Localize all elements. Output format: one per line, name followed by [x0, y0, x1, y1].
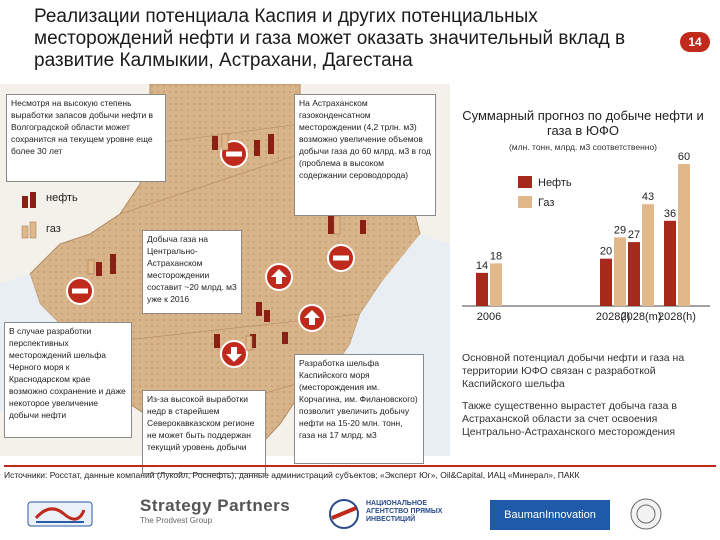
bar-gas	[490, 263, 502, 306]
data-label-oil: 20	[600, 246, 612, 258]
legend-oil: нефть	[46, 192, 78, 204]
key-point: Также существенно вырастет добыча газа в…	[462, 400, 677, 438]
category-label: 2028(h)	[658, 311, 696, 323]
category-label: 2028(m)	[621, 311, 662, 323]
note-caspian-shelf: Разработка шельфа Каспийского моря (мест…	[294, 354, 424, 464]
title-bar: Реализации потенциала Каспия и других по…	[0, 0, 720, 84]
growth-icon	[298, 304, 326, 332]
growth-icon	[265, 263, 293, 291]
data-label-gas: 29	[614, 224, 626, 236]
bar-gas	[678, 164, 690, 306]
nai-logo: НАЦИОНАЛЬНОЕ АГЕНТСТВО ПРЯМЫХ ИНВЕСТИЦИЙ	[366, 500, 443, 523]
data-label-gas: 18	[490, 250, 502, 262]
decrease-icon	[220, 340, 248, 368]
nai-emblem-icon	[329, 499, 359, 529]
data-label-oil: 14	[476, 260, 488, 272]
strategy-partners-sub: The Prodvest Group	[140, 516, 213, 525]
region-map: нефть газ Несмотря на высокую степень вы…	[0, 84, 450, 474]
legend-label-oil: Нефть	[538, 177, 572, 189]
seal-icon	[630, 498, 662, 530]
logo-strip: Strategy Partners The Prodvest Group НАЦ…	[0, 490, 720, 540]
gas-pictograms	[87, 133, 341, 351]
bar-gas	[614, 237, 626, 306]
note-volgograd: Несмотря на высокую степень выработки за…	[6, 94, 166, 182]
note-black-sea-shelf: В случае разработки перспективных местор…	[4, 322, 132, 438]
oil-gas-pictograms	[96, 134, 366, 348]
data-label-gas: 60	[678, 151, 690, 163]
map-icons	[21, 133, 366, 368]
category-label: 2028(l)	[596, 311, 630, 323]
production-forecast-chart: Суммарный прогноз по добыче нефти и газа…	[452, 100, 714, 332]
partner-logo-icon	[27, 501, 93, 527]
oil-legend-icon	[22, 192, 36, 208]
legend-swatch-oil	[518, 176, 532, 188]
gas-legend-icon	[21, 221, 37, 239]
legend-gas: газ	[46, 223, 61, 235]
data-label-oil: 36	[664, 208, 676, 220]
decline-icon	[66, 277, 94, 305]
data-label-oil: 27	[628, 229, 640, 241]
data-label-gas: 43	[642, 191, 654, 203]
strategy-partners-logo: Strategy Partners The Prodvest Group	[140, 496, 310, 532]
legend-swatch-gas	[518, 196, 532, 208]
key-point: Основной потенциал добычи нефти и газа н…	[462, 352, 685, 390]
bar-oil	[600, 258, 612, 306]
bar-oil	[476, 272, 488, 306]
bauman-logo: BaumanInnovation	[490, 500, 610, 530]
page-title: Реализации потенциала Каспия и других по…	[34, 6, 626, 71]
note-central-astrakhan: Добыча газа на Центрально-Астраханском м…	[142, 230, 242, 314]
chart-title: Суммарный прогноз по добыче нефти и газа…	[462, 108, 704, 138]
key-points: Основной потенциал добычи нефти и газа н…	[462, 352, 712, 448]
note-north-caucasus: Из-за высокой выработки недр в старейшем…	[142, 390, 266, 474]
sources-note: Источники: Росстат, данные компаний (Лук…	[4, 465, 716, 480]
note-astrakhan-gas: На Астраханском газоконденсатном месторо…	[294, 94, 436, 216]
decline-icon	[327, 244, 355, 272]
chart-subtitle: (млн. тонн, млрд. м3 соответственно)	[508, 142, 658, 152]
page-number-badge: 14	[680, 32, 710, 52]
bar-oil	[628, 242, 640, 306]
category-label: 2006	[477, 311, 501, 323]
strategy-partners-name: Strategy Partners	[140, 496, 291, 515]
bar-oil	[664, 220, 676, 306]
bar-gas	[642, 204, 654, 306]
legend-label-gas: Газ	[538, 197, 554, 209]
